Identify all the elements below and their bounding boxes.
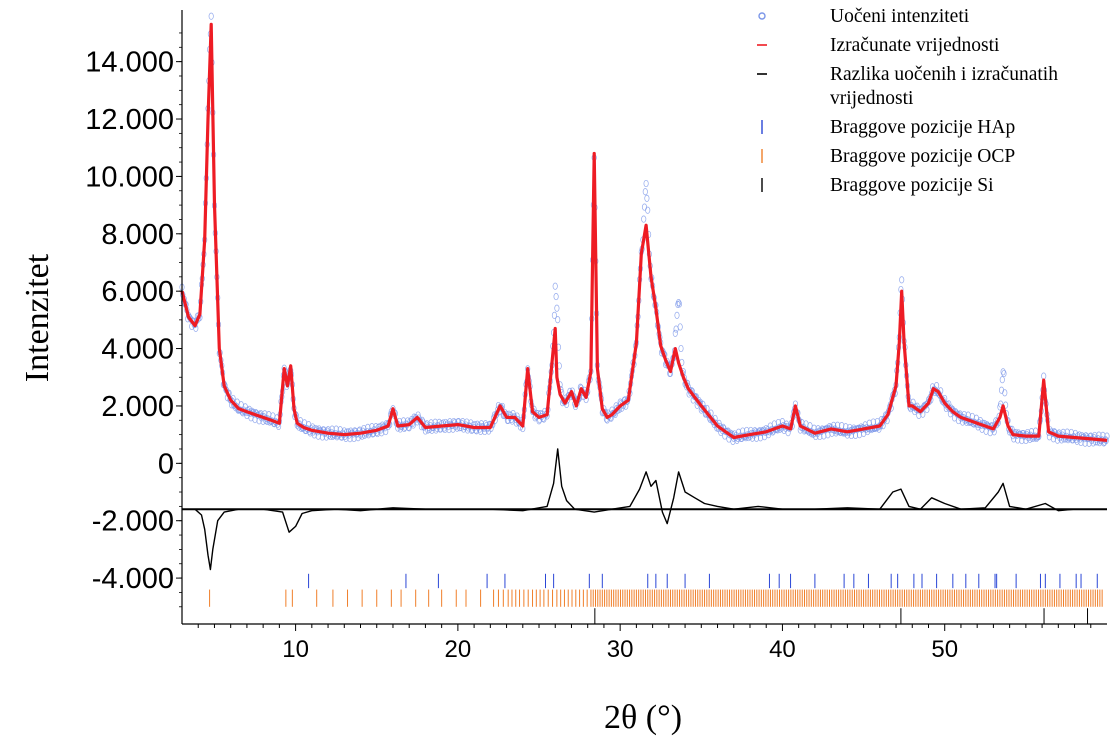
observed-point <box>677 323 683 331</box>
bragg-ticks <box>209 573 1103 624</box>
observed-point <box>999 376 1005 384</box>
legend-label: Braggove pozicije OCP <box>830 146 1015 167</box>
x-tick-label: 40 <box>769 636 796 663</box>
legend-label: Razlika uočenih i izračunatih <box>830 64 1058 85</box>
observed-point <box>641 215 647 223</box>
y-tick-label: 6.000 <box>101 276 174 308</box>
legend-label-continued: vrijednosti <box>830 88 914 109</box>
series-difference <box>182 448 1107 571</box>
legend-label: Braggove pozicije HAp <box>830 117 1015 138</box>
legend-label: Uočeni intenziteti <box>830 6 970 27</box>
y-tick-label: 12.000 <box>85 104 174 136</box>
observed-point <box>641 203 648 211</box>
x-tick-label: 20 <box>445 636 472 663</box>
y-axis-label: Intenzitet <box>19 253 56 382</box>
y-tick-label: 8.000 <box>101 219 174 251</box>
observed-point <box>644 194 650 202</box>
x-tick-label: 10 <box>282 636 309 663</box>
legend: Uočeni intenziteti Izračunate vrijednosti… <box>757 6 1058 196</box>
observed-point <box>1001 369 1007 378</box>
line-series <box>180 22 1108 571</box>
y-tick-label: 10.000 <box>85 161 174 193</box>
y-tick-label: 14.000 <box>85 47 174 79</box>
y-tick-label: 2.000 <box>101 391 174 423</box>
x-tick-label: 50 <box>931 636 958 663</box>
observed-point <box>551 311 557 319</box>
series-calculated <box>180 22 1108 442</box>
observed-point <box>553 293 559 301</box>
axes <box>181 10 1107 625</box>
observed-point <box>552 282 558 290</box>
observed-point <box>1041 372 1047 380</box>
observed-point <box>642 188 648 196</box>
observed-point <box>673 325 679 333</box>
ticks: 14.000 12.000 10.000 8.000 6.000 4.000 2.000 0 -… <box>85 32 1092 663</box>
observed-point <box>807 422 813 430</box>
legend-label: Braggove pozicije Si <box>830 175 994 196</box>
y-tick-label: 4.000 <box>101 334 174 366</box>
observed-point <box>1000 368 1006 376</box>
legend-marker-circle <box>758 12 766 20</box>
observed-point <box>676 299 682 307</box>
observed-point <box>899 276 905 284</box>
observed-point <box>645 206 651 214</box>
observed-point <box>208 12 214 20</box>
observed-point <box>674 311 680 319</box>
observed-point <box>555 316 561 324</box>
y-tick-label: -4.000 <box>92 563 174 595</box>
observed-point <box>1068 428 1074 436</box>
y-tick-label: -2.000 <box>92 506 174 538</box>
observed-point <box>998 400 1004 408</box>
x-axis-label: 2θ (°) <box>604 699 682 736</box>
observed-point <box>678 344 684 353</box>
x-tick-label: 30 <box>607 636 634 663</box>
observed-point <box>1002 389 1008 397</box>
observed-point <box>672 329 678 337</box>
observed-point <box>554 304 560 312</box>
y-tick-label: 0 <box>158 448 174 480</box>
observed-point <box>676 300 682 308</box>
observed-point <box>643 179 649 188</box>
legend-label: Izračunate vrijednosti <box>830 35 1000 56</box>
